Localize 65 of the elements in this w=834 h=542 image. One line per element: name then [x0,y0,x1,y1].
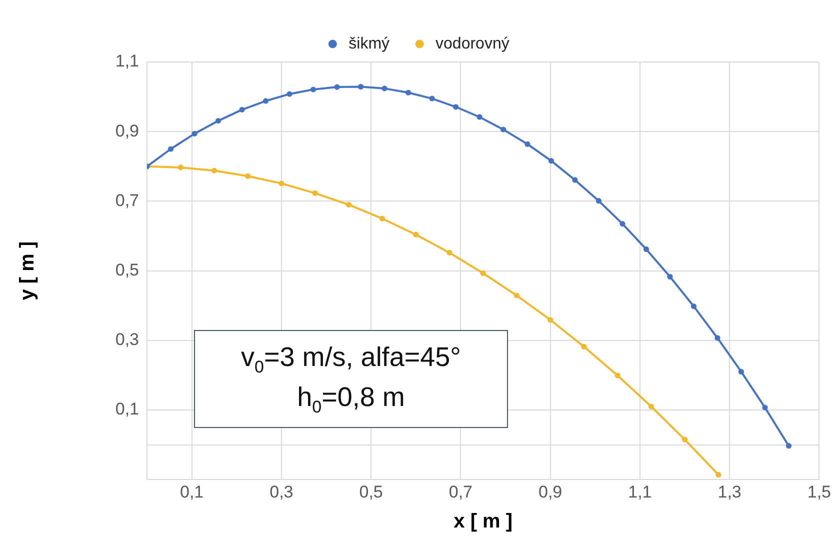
point [262,98,269,104]
point [310,86,316,92]
x-tick-label: 0,9 [538,482,562,502]
legend-label: šikmý [348,35,390,52]
point [413,232,419,238]
point [358,84,364,90]
point [405,90,412,96]
x-tick-label: 0,3 [270,482,294,502]
y-tick-label: 0,3 [115,330,139,350]
y-tick-label: 1,1 [115,52,139,71]
point [690,303,697,310]
point [596,198,602,204]
point [714,335,720,341]
point [278,180,284,186]
point [452,104,459,110]
point [178,164,184,170]
point [334,84,340,90]
annotation: h$_{0}$=0,8 m [297,381,405,418]
point [480,270,486,276]
point [614,372,620,378]
text-box: v$_{0}$=3 m/s, alfa=45° h$_{0}$=0,8 m [194,330,508,428]
point [548,158,554,164]
x-tick-label: 0,5 [359,482,383,502]
point [738,368,744,375]
point [245,173,251,179]
y-tick-label: 0,7 [115,190,139,210]
point [286,91,292,97]
point [215,118,222,124]
point [643,246,650,252]
x-tick-label: 1,3 [718,482,742,502]
point [192,130,198,136]
x-tick-label: 0,1 [180,482,204,502]
point [500,126,506,132]
point [211,168,218,174]
point [548,317,554,323]
point [762,404,768,410]
y-tick-label: 0,9 [115,121,139,140]
point [786,443,792,449]
y-axis-title: y [ m ] [16,241,39,300]
x-tick-label: 0,7 [448,482,473,502]
legend-label: vodorovný [436,35,510,52]
y-tick-label: 0,5 [115,260,139,280]
point [168,146,174,152]
point [581,344,587,350]
point [648,404,654,410]
point [346,202,352,208]
annotation: v$_{0}$=3 m/s, alfa=45° [241,340,461,378]
point [620,221,626,227]
point [379,216,386,222]
point [514,292,520,298]
point [524,141,530,147]
x-axis-title: x [ m ] [454,510,513,533]
point [716,472,722,478]
x-tick-label: 1,1 [628,482,652,502]
point [382,86,388,92]
point [312,190,318,196]
point [667,274,673,280]
point [682,436,688,442]
y-tick-label: 0,1 [115,400,139,419]
point [446,250,452,256]
point [572,177,578,183]
point [476,114,482,120]
point [239,106,245,112]
point [429,96,435,102]
x-tick-label: 1,5 [807,482,832,502]
